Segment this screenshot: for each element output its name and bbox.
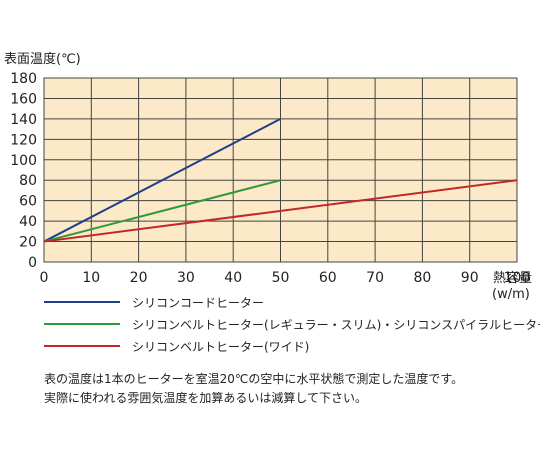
gridlines (43, 77, 518, 263)
y-tick-label: 180 (10, 71, 37, 87)
x-tick-labels: 0 10 20 30 40 50 60 70 80 90 100 (40, 270, 531, 286)
series-line (43, 179, 518, 243)
y-tick-label: 40 (19, 214, 37, 230)
legend-item: シリコンベルトヒーター(レギュラー・スリム)・シリコンスパイラルヒーター (44, 313, 540, 335)
legend-label: シリコンベルトヒーター(ワイド) (132, 339, 310, 354)
y-tick-label: 20 (19, 235, 37, 251)
x-axis-title: 熱容量 (493, 270, 532, 286)
x-tick-label: 80 (413, 270, 431, 286)
legend: シリコンコードヒーター シリコンベルトヒーター(レギュラー・スリム)・シリコンス… (44, 291, 540, 357)
x-tick-label: 20 (130, 270, 148, 286)
x-tick-label: 90 (461, 270, 479, 286)
series-line (43, 118, 281, 243)
y-tick-label: 160 (10, 91, 37, 107)
legend-label: シリコンベルトヒーター(レギュラー・スリム)・シリコンスパイラルヒーター (132, 317, 540, 332)
x-tick-label: 70 (366, 270, 384, 286)
y-tick-labels: 0 20 40 60 80 100 120 140 160 180 (10, 71, 37, 271)
x-tick-label: 100 (504, 270, 531, 286)
note-line: 実際に使われる雰囲気温度を加算あるいは減算して下さい。 (44, 391, 368, 405)
x-tick-label: 0 (40, 270, 49, 286)
chart: 表面温度(℃) 0 20 40 60 80 100 120 140 160 180 0 10 20 30… (4, 51, 532, 300)
y-tick-label: 140 (10, 112, 37, 128)
y-tick-label: 120 (10, 132, 37, 148)
legend-item: シリコンベルトヒーター(ワイド) (44, 335, 540, 357)
y-tick-label: 80 (19, 173, 37, 189)
legend-swatch (44, 345, 120, 347)
y-tick-label: 60 (19, 194, 37, 210)
legend-item: シリコンコードヒーター (44, 291, 540, 313)
x-tick-label: 10 (82, 270, 100, 286)
legend-label: シリコンコードヒーター (132, 295, 265, 310)
y-tick-label: 100 (10, 153, 37, 169)
series-lines (43, 118, 518, 243)
x-tick-label: 60 (319, 270, 337, 286)
plot-border (43, 77, 518, 263)
legend-swatch (44, 323, 120, 325)
y-axis-title: 表面温度(℃) (4, 51, 81, 67)
series-line (43, 179, 281, 243)
x-tick-label: 50 (272, 270, 290, 286)
note-line: 表の温度は1本のヒーターを室温20℃の空中に水平状態で測定した温度です。 (44, 372, 464, 386)
x-tick-label: 30 (177, 270, 195, 286)
x-tick-label: 40 (224, 270, 242, 286)
notes: 表の温度は1本のヒーターを室温20℃の空中に水平状態で測定した温度です。 実際に… (44, 370, 463, 408)
x-axis-unit: (w/m) (492, 287, 530, 300)
legend-swatch (44, 301, 120, 303)
y-tick-label: 0 (28, 255, 37, 271)
